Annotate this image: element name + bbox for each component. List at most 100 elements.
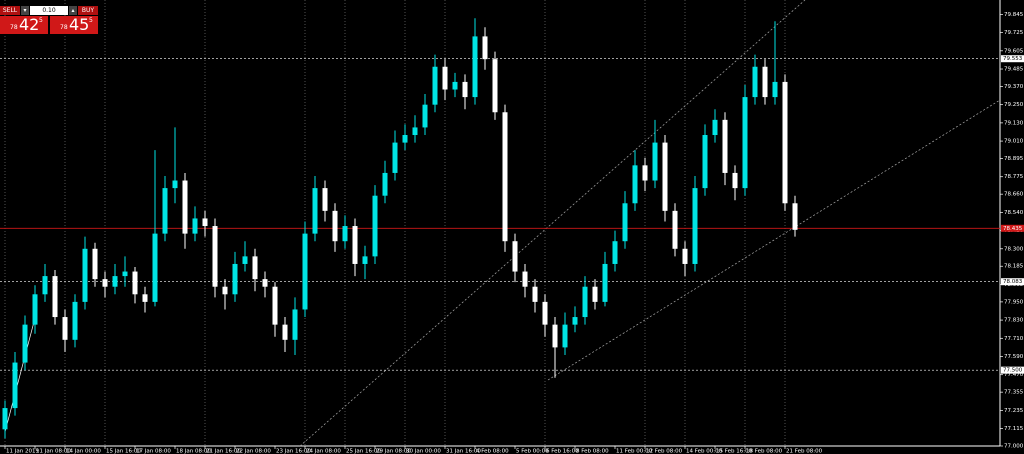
candle-body bbox=[672, 210, 678, 249]
candle-body bbox=[562, 324, 568, 348]
x-tick-label: 18 Feb 08:00 bbox=[746, 449, 783, 454]
x-tick-label: 11 Jan 2019 bbox=[6, 449, 39, 454]
y-tick-label: 78.185 bbox=[1004, 264, 1024, 270]
y-tick-label: 79.605 bbox=[1004, 48, 1024, 54]
x-tick-label: 15 Jan 16:00 bbox=[106, 449, 141, 454]
candle-body bbox=[242, 256, 248, 264]
candle-body bbox=[792, 203, 798, 230]
candle-body bbox=[652, 142, 658, 181]
candle-body bbox=[762, 66, 768, 98]
candle-body bbox=[772, 81, 778, 98]
candle-body bbox=[542, 301, 548, 325]
x-tick-label: 12 Feb 08:00 bbox=[646, 449, 683, 454]
y-tick-label: 77.235 bbox=[1004, 408, 1024, 414]
candle-body bbox=[162, 188, 168, 234]
price-pips: 42 bbox=[19, 15, 40, 34]
candle-body bbox=[532, 286, 538, 302]
y-tick-label: 79.725 bbox=[1004, 30, 1024, 36]
candle-body bbox=[692, 188, 698, 264]
y-tick-label: 77.470 bbox=[1004, 372, 1024, 378]
x-tick-label: 14 Jan 00:00 bbox=[66, 449, 101, 454]
candle-body bbox=[22, 324, 28, 363]
price-pips: 45 bbox=[69, 15, 90, 34]
candle-body bbox=[2, 408, 8, 430]
candle-body bbox=[202, 218, 208, 227]
y-tick-label: 78.540 bbox=[1004, 210, 1024, 216]
candle-body bbox=[172, 180, 178, 189]
candle-body bbox=[122, 271, 128, 277]
x-tick-label: 18 Jan 08:00 bbox=[176, 449, 211, 454]
candle-body bbox=[12, 362, 18, 409]
x-tick-label: 4 Feb 08:00 bbox=[476, 449, 509, 454]
sell-button[interactable]: SELL bbox=[0, 6, 20, 15]
candle-body bbox=[232, 263, 238, 295]
trend-line bbox=[4, 317, 36, 433]
candle-body bbox=[92, 248, 98, 280]
candle-body bbox=[342, 226, 348, 242]
lot-up[interactable]: ▴ bbox=[69, 6, 77, 15]
price-line-label: 78.083 bbox=[1003, 279, 1023, 285]
y-tick-label: 77.830 bbox=[1004, 318, 1024, 324]
candle-body bbox=[632, 165, 638, 204]
x-tick-label: 5 Feb 00:00 bbox=[516, 449, 549, 454]
x-tick-label: 8 Feb 08:00 bbox=[576, 449, 609, 454]
y-tick-label: 78.300 bbox=[1004, 246, 1024, 252]
candle-body bbox=[712, 119, 718, 136]
x-tick-label: 21 Feb 08:00 bbox=[786, 449, 823, 454]
candle-body bbox=[392, 142, 398, 173]
y-tick-label: 77.355 bbox=[1004, 390, 1024, 396]
candle-body bbox=[402, 135, 408, 143]
lot-down[interactable]: ▾ bbox=[21, 6, 29, 15]
price-line-label: 77.500 bbox=[1003, 368, 1023, 374]
candle-body bbox=[502, 112, 508, 242]
candle-body bbox=[262, 279, 268, 287]
candle-body bbox=[412, 127, 418, 136]
price-label-box bbox=[1001, 366, 1024, 374]
candle-body bbox=[582, 286, 588, 318]
price-fraction: 5 bbox=[39, 17, 43, 24]
x-tick-label: 17 Jan 08:00 bbox=[136, 449, 171, 454]
candle-body bbox=[272, 286, 278, 325]
candle-body bbox=[252, 256, 258, 280]
price-label-box bbox=[1001, 278, 1024, 286]
candle-body bbox=[592, 286, 598, 302]
candle-body bbox=[742, 97, 748, 189]
buy-price[interactable]: 78 45 5 bbox=[50, 16, 98, 34]
buy-button[interactable]: BUY bbox=[78, 6, 98, 15]
candle-body bbox=[682, 248, 688, 264]
candle-body bbox=[102, 279, 108, 287]
channel-line bbox=[547, 99, 1001, 381]
x-tick-label: 23 Jan 16:00 bbox=[276, 449, 311, 454]
x-tick-label: 31 Jan 16:00 bbox=[446, 449, 481, 454]
candle-body bbox=[62, 317, 68, 340]
candle-body bbox=[612, 241, 618, 264]
x-tick-label: 11 Jan 08:00 bbox=[36, 449, 71, 454]
x-tick-label: 22 Jan 08:00 bbox=[236, 449, 271, 454]
candle-body bbox=[212, 226, 218, 287]
candle-body bbox=[472, 36, 478, 98]
x-tick-label: 21 Jan 16:00 bbox=[206, 449, 241, 454]
candle-body bbox=[602, 263, 608, 302]
candle-body bbox=[492, 59, 498, 113]
sell-price[interactable]: 78 42 5 bbox=[0, 16, 48, 34]
y-tick-label: 78.660 bbox=[1004, 192, 1024, 198]
price-prefix: 78 bbox=[60, 24, 68, 31]
candle-body bbox=[642, 165, 648, 181]
y-tick-label: 77.590 bbox=[1004, 354, 1024, 360]
y-tick-label: 77.115 bbox=[1004, 426, 1024, 432]
price-line-label: 79.553 bbox=[1003, 56, 1023, 62]
candle-body bbox=[572, 317, 578, 325]
price-fraction: 5 bbox=[89, 17, 93, 24]
lot-size[interactable]: 0.10 bbox=[30, 6, 68, 15]
x-tick-label: 29 Jan 08:00 bbox=[376, 449, 411, 454]
x-tick-label: 24 Jan 08:00 bbox=[306, 449, 341, 454]
y-tick-label: 77.710 bbox=[1004, 336, 1024, 342]
candle-body bbox=[382, 172, 388, 196]
candle-body bbox=[702, 135, 708, 189]
candle-body bbox=[722, 119, 728, 173]
candle-body bbox=[322, 188, 328, 211]
candle-body bbox=[72, 301, 78, 340]
candle-body bbox=[432, 66, 438, 105]
candle-body bbox=[222, 286, 228, 295]
